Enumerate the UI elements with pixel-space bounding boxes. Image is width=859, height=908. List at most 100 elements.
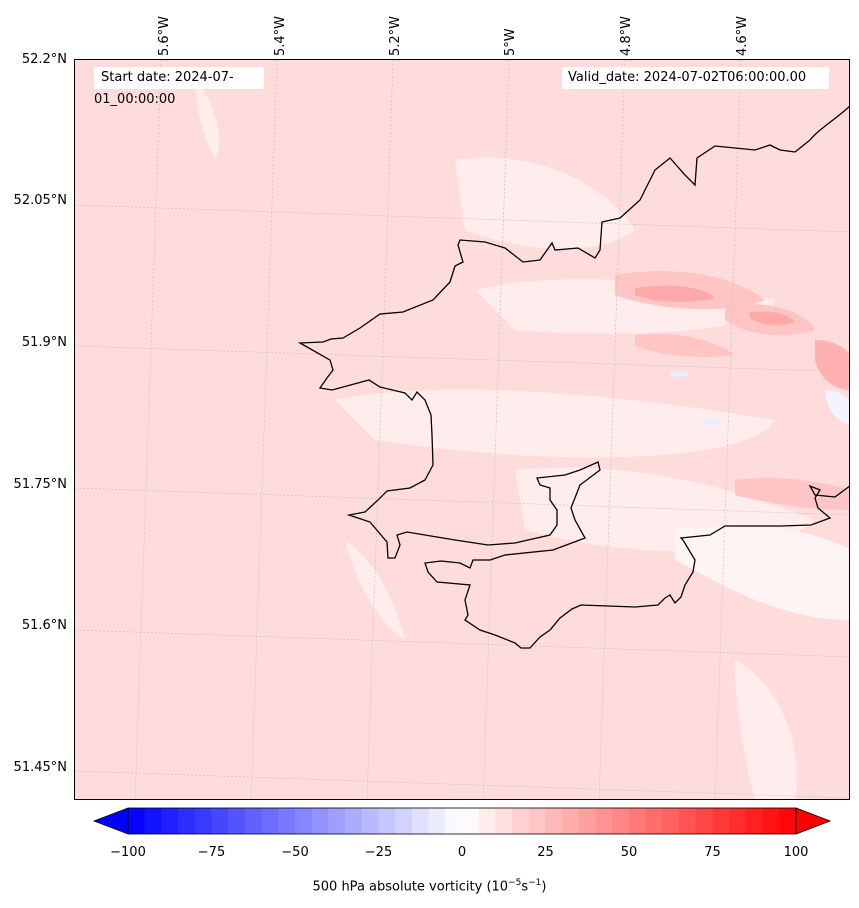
colorbar-segment [612,808,630,834]
lat-gridline [75,487,849,516]
light-patch [335,389,775,458]
strong-patch [635,285,715,302]
lon-label: 5°W [503,28,518,56]
neg-patch [700,418,724,426]
lat-label: 51.75°N [13,477,67,492]
coastline [297,105,849,649]
colorbar-segment [411,808,430,834]
light-patch [455,157,635,249]
colorbar-segment [244,808,263,834]
light-patch [675,526,849,620]
mid-patch [735,478,849,510]
lat-label: 52.05°N [13,193,67,208]
colorbar-segment [478,808,496,834]
colorbar-label: 500 hPa absolute vorticity (10−5s−1) [0,878,859,894]
strong-patch [750,311,795,326]
lon-label: 5.4°W [273,15,288,56]
colorbar-segment [194,808,212,834]
light-patch [825,390,849,425]
colorbar-segment [679,808,697,834]
lon-label: 4.8°W [619,15,634,56]
colorbar-segment [545,808,563,834]
colorbar-segment [779,808,797,834]
start-date-box: Start date: 2024-07-01_00:00:00 [94,67,264,107]
colorbar-segment [445,808,463,834]
colorbar-tick: −50 [281,845,309,860]
lon-gridline [714,60,742,799]
colorbar-segment [462,808,480,834]
colorbar-segment [428,808,446,834]
lon-gridline [134,60,162,799]
lon-gridline [482,60,510,799]
lat-label: 51.45°N [13,760,67,775]
lon-label: 5.6°W [157,15,172,56]
colorbar-segment [662,808,680,834]
vorticity-field [75,60,849,799]
lat-gridline [75,204,849,233]
colorbar-max-arrow [795,807,832,835]
colorbar-segment [178,808,196,834]
light-patch [735,660,797,799]
graticule [75,60,849,799]
colorbar-label-end: ) [541,879,547,895]
valid-date-box: Valid_date: 2024-07-02T06:00:00.00 [562,67,829,89]
lat-gridline [75,345,849,373]
lat-gridline [75,770,849,799]
lat-gridline [75,629,849,658]
neg-patch [670,371,690,377]
colorbar-label-mid: s [521,879,529,895]
colorbar-segment [311,808,329,834]
lat-label: 52.2°N [21,52,67,67]
lat-label: 51.9°N [21,335,67,350]
colorbar-tick: −75 [197,845,226,860]
colorbar-outline [127,807,797,835]
colorbar-segment [328,808,346,834]
colorbar-label-exp2: −1 [528,878,542,888]
colorbar-tick: 0 [457,845,467,860]
colorbar-segment [228,808,246,834]
colorbar-min-arrow [92,807,129,835]
colorbar-segment [161,808,179,834]
colorbar-segments [128,808,797,834]
colorbar-label-exp1: −5 [508,878,522,888]
colorbar-segment [495,808,513,834]
colorbar-tick: −100 [110,845,146,860]
colorbar-segment [712,808,730,834]
lat-label: 51.6°N [21,618,67,633]
colorbar-tick: 50 [620,845,638,860]
colorbar-segment [729,808,747,834]
colorbar-segment [695,808,713,834]
colorbar-segment [762,808,780,834]
colorbar-segment [645,808,663,834]
colorbar [92,807,832,835]
colorbar-segment [629,808,647,834]
colorbar-tick: 75 [704,845,721,860]
lon-label: 5.2°W [388,15,403,56]
colorbar-segment [211,808,229,834]
colorbar-segment [261,808,279,834]
colorbar-tick: 100 [783,845,809,860]
lon-gridline [598,60,626,799]
colorbar-segment [361,808,379,834]
colorbar-segment [378,808,396,834]
colorbar-segment [512,808,530,834]
colorbar-segment [128,808,146,834]
colorbar-tick: −25 [364,845,393,860]
mid-patch [815,340,849,390]
light-patch [195,80,219,160]
lon-label: 4.6°W [735,15,750,56]
colorbar-segment [144,808,162,834]
colorbar-segment [295,808,313,834]
colorbar-segment [528,808,546,834]
colorbar-segment [745,808,764,834]
map-panel [74,59,850,800]
mid-patch [635,333,735,357]
colorbar-segment [562,808,580,834]
start-date-text: Start date: 2024-07-01_00:00:00 [94,70,234,107]
colorbar-segment [278,808,296,834]
light-patch [345,540,405,640]
valid-date-text: Valid_date: 2024-07-02T06:00:00.00 [568,70,807,85]
lon-gridline [250,60,278,799]
colorbar-label-text: 500 hPa absolute vorticity (10 [312,879,509,895]
colorbar-segment [578,808,597,834]
